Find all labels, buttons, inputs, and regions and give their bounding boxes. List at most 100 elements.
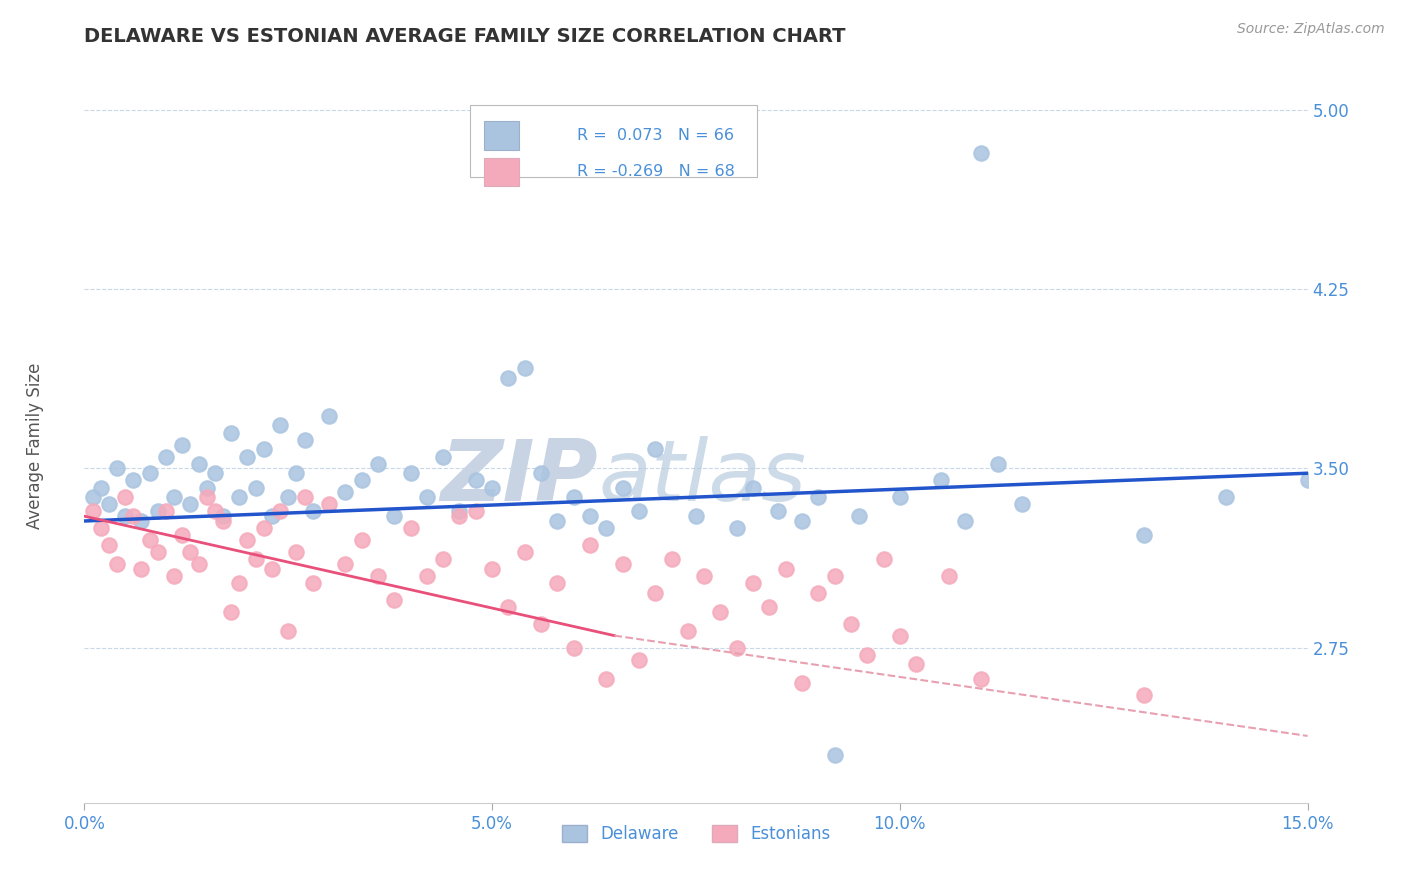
Text: atlas: atlas (598, 435, 806, 518)
Point (138, 533, 160, 547)
Point (301, 504, 323, 518)
Point (1133, 528, 1156, 542)
Text: Source: ZipAtlas.com: Source: ZipAtlas.com (1237, 22, 1385, 37)
Point (105, 557, 128, 571)
Point (179, 545, 201, 559)
Point (236, 533, 259, 547)
Point (1215, 490, 1237, 504)
Point (399, 521, 422, 535)
Point (872, 552, 894, 566)
FancyBboxPatch shape (484, 121, 519, 150)
Point (253, 442, 276, 457)
Point (498, 370, 520, 384)
Point (212, 509, 235, 524)
Point (595, 672, 617, 686)
Point (146, 504, 169, 518)
Point (709, 605, 731, 619)
Point (277, 490, 299, 504)
Point (513, 545, 536, 559)
Point (775, 562, 797, 576)
Point (848, 509, 870, 524)
Point (562, 490, 585, 504)
Point (335, 557, 357, 571)
Text: ZIP: ZIP (440, 435, 598, 518)
Point (285, 545, 308, 559)
Point (449, 504, 471, 518)
Point (725, 521, 748, 535)
Point (131, 562, 153, 576)
Point (953, 514, 976, 528)
Point (685, 509, 707, 524)
Point (172, 437, 194, 451)
Point (612, 481, 634, 495)
Point (546, 576, 568, 591)
Point (382, 509, 405, 524)
Point (269, 504, 291, 518)
Point (905, 657, 928, 672)
Point (97, 538, 120, 552)
Point (627, 652, 650, 666)
Point (824, 747, 846, 762)
Point (350, 474, 373, 488)
Point (219, 605, 242, 619)
Point (90, 521, 112, 535)
Point (970, 672, 993, 686)
Point (228, 576, 250, 591)
Text: R = -0.269   N = 68: R = -0.269 N = 68 (578, 164, 735, 179)
Point (122, 474, 145, 488)
Point (1133, 689, 1156, 703)
Point (269, 418, 291, 433)
Point (856, 648, 879, 662)
Point (172, 528, 194, 542)
Point (929, 474, 952, 488)
Point (661, 552, 683, 566)
Text: Average Family Size: Average Family Size (27, 363, 44, 529)
Point (742, 576, 765, 591)
Point (530, 467, 553, 481)
Point (595, 521, 617, 535)
Point (253, 521, 276, 535)
Point (105, 461, 128, 475)
Point (432, 552, 454, 566)
Point (204, 504, 226, 518)
Point (350, 533, 373, 547)
Point (824, 569, 846, 583)
Point (260, 562, 283, 576)
Point (138, 467, 160, 481)
Point (399, 467, 422, 481)
Point (612, 557, 634, 571)
FancyBboxPatch shape (484, 158, 519, 186)
Point (204, 467, 226, 481)
Point (114, 490, 136, 504)
Point (187, 557, 209, 571)
Point (725, 640, 748, 655)
Point (742, 481, 765, 495)
Point (464, 504, 486, 518)
Point (122, 509, 145, 524)
Point (301, 576, 323, 591)
Point (228, 490, 250, 504)
Point (294, 490, 316, 504)
Point (245, 552, 267, 566)
Point (579, 509, 602, 524)
Legend: Delaware, Estonians: Delaware, Estonians (555, 819, 837, 850)
Point (367, 457, 389, 471)
Point (97, 497, 120, 511)
Point (155, 450, 177, 464)
Point (416, 490, 439, 504)
Point (546, 514, 568, 528)
Point (294, 433, 316, 447)
Point (693, 569, 716, 583)
Point (367, 569, 389, 583)
Point (790, 514, 813, 528)
Point (579, 538, 602, 552)
Point (513, 361, 536, 376)
Point (245, 481, 267, 495)
Point (530, 616, 553, 631)
Point (449, 509, 471, 524)
Point (1296, 474, 1319, 488)
Point (131, 514, 153, 528)
Point (219, 425, 242, 440)
Point (114, 509, 136, 524)
Point (790, 676, 813, 690)
